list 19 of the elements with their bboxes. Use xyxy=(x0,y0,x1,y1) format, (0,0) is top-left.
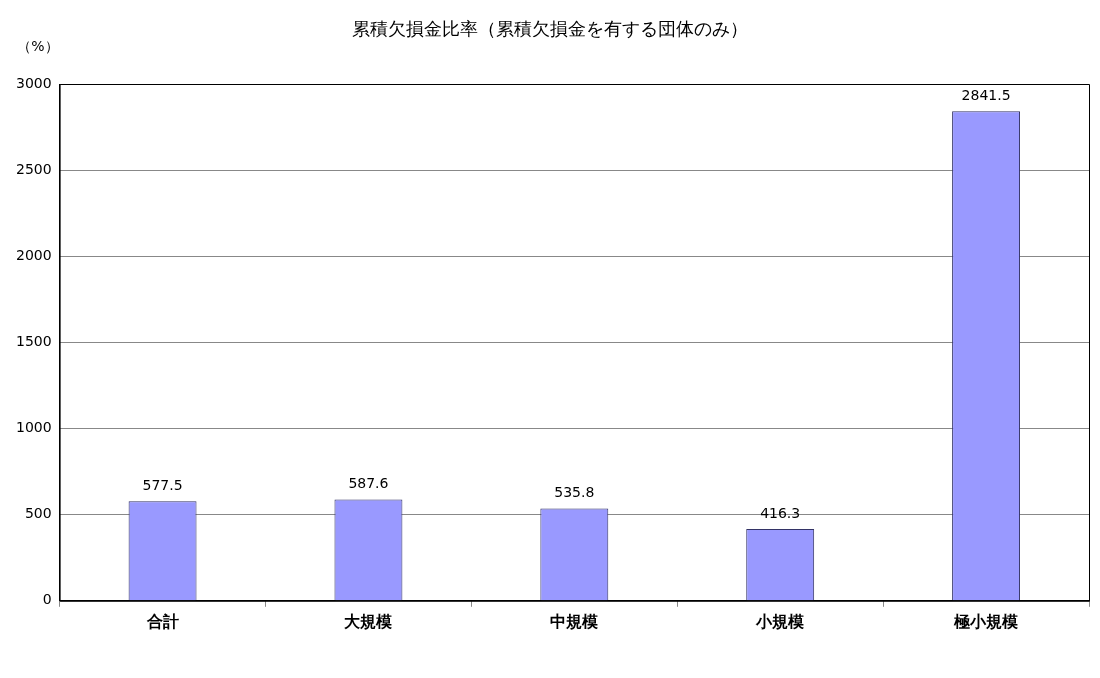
data-label: 577.5 xyxy=(142,476,183,493)
data-label: 416.3 xyxy=(760,504,801,521)
data-label: 2841.5 xyxy=(961,86,1011,103)
chart-title: 累積欠損金比率（累積欠損金を有する団体のみ） xyxy=(352,17,748,39)
x-tick-label: 合計 xyxy=(145,611,179,631)
y-tick-label: 2500 xyxy=(15,160,52,177)
x-tick-label: 小規模 xyxy=(755,611,805,631)
x-tick-label: 極小規模 xyxy=(953,611,1019,631)
data-label: 535.8 xyxy=(554,484,595,501)
x-tick-label: 中規模 xyxy=(550,611,599,631)
y-axis-title: （%） xyxy=(17,37,59,54)
y-tick-label: 3000 xyxy=(15,74,52,91)
y-tick-label: 0 xyxy=(42,591,52,608)
y-tick-label: 1000 xyxy=(15,419,52,436)
y-tick-label: 1500 xyxy=(15,333,52,350)
y-tick-label: 500 xyxy=(24,505,52,522)
x-tick-label: 大規模 xyxy=(344,611,393,631)
data-label: 587.6 xyxy=(348,475,389,492)
y-tick-label: 2000 xyxy=(15,246,52,263)
